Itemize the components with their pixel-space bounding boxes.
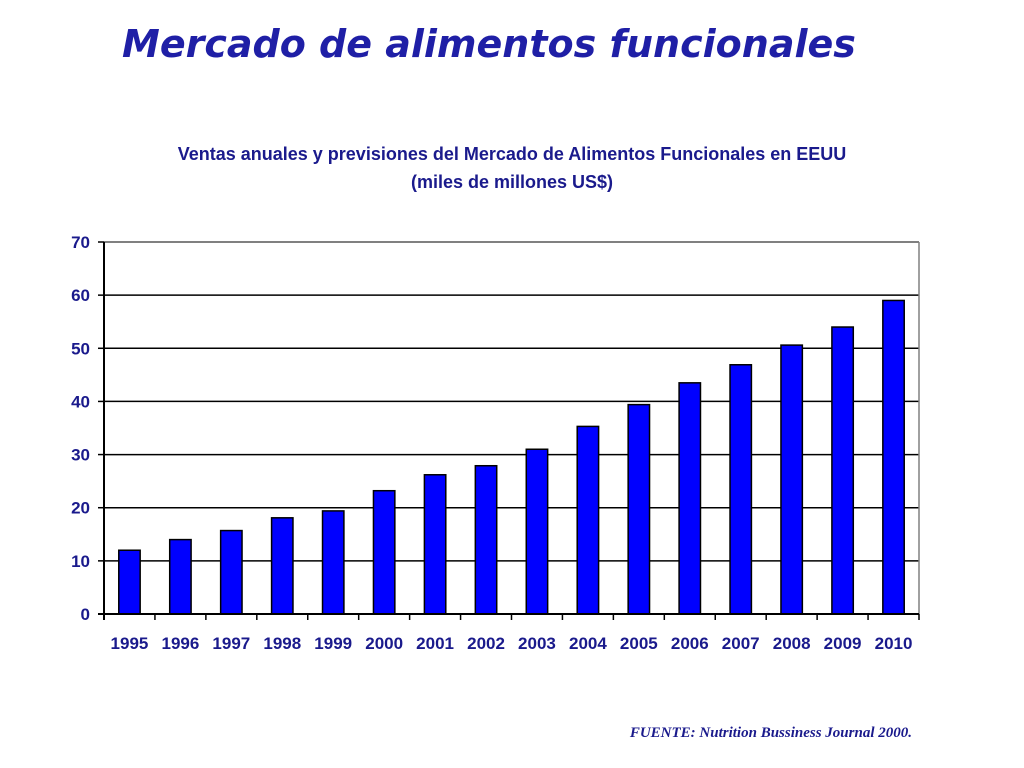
bar-1995 bbox=[118, 549, 141, 615]
y-tick-label: 40 bbox=[71, 392, 90, 411]
bar-2005 bbox=[627, 403, 651, 615]
bar-1999 bbox=[321, 510, 345, 615]
bar-2001 bbox=[423, 474, 447, 615]
x-tick-label: 2003 bbox=[518, 634, 556, 653]
x-tick-label: 2000 bbox=[365, 634, 403, 653]
y-tick-label: 10 bbox=[71, 552, 90, 571]
x-tick-label: 2005 bbox=[620, 634, 658, 653]
x-tick-label: 1995 bbox=[111, 634, 149, 653]
chart-title: Ventas anuales y previsiones del Mercado… bbox=[177, 144, 847, 164]
bar-1998 bbox=[270, 517, 294, 615]
bar-2003 bbox=[525, 448, 549, 615]
x-tick-label: 1996 bbox=[161, 634, 199, 653]
bar-2007 bbox=[729, 364, 753, 615]
x-tick-label: 2009 bbox=[824, 634, 862, 653]
bars bbox=[118, 299, 905, 615]
bar-2008 bbox=[780, 344, 804, 615]
x-tick-label: 2007 bbox=[722, 634, 760, 653]
x-tick-label: 2006 bbox=[671, 634, 709, 653]
x-tick-label: 2004 bbox=[569, 634, 607, 653]
bar-1997 bbox=[219, 529, 243, 615]
page-title: Mercado de alimentos funcionales bbox=[122, 22, 856, 66]
x-tick-label: 2008 bbox=[773, 634, 811, 653]
bar-2004 bbox=[576, 425, 600, 615]
x-tick-label: 1998 bbox=[263, 634, 301, 653]
tick-labels: 0 10 20 30 40 50 60 70 1995 1996 1997 1998 1999 2000 2… bbox=[71, 233, 912, 653]
bar-2009 bbox=[831, 326, 855, 615]
y-tick-label: 60 bbox=[71, 286, 90, 305]
bar-2002 bbox=[474, 464, 498, 615]
y-tick-label: 20 bbox=[71, 499, 90, 518]
x-tick-label: 1997 bbox=[212, 634, 250, 653]
bar-1996 bbox=[168, 538, 192, 615]
chart-subtitle: (miles de millones US$) bbox=[410, 172, 614, 192]
source-note: FUENTE: Nutrition Bussiness Journal 2000… bbox=[629, 725, 912, 741]
axes bbox=[98, 241, 920, 620]
x-tick-label: 2010 bbox=[875, 634, 913, 653]
bar-2006 bbox=[678, 382, 702, 615]
x-tick-label: 2002 bbox=[467, 634, 505, 653]
x-tick-label: 1999 bbox=[314, 634, 352, 653]
bar-2000 bbox=[372, 489, 396, 615]
y-tick-label: 70 bbox=[71, 233, 90, 252]
y-tick-label: 30 bbox=[71, 446, 90, 465]
x-tick-label: 2001 bbox=[416, 634, 454, 653]
y-tick-label: 50 bbox=[71, 339, 90, 358]
bar-2010 bbox=[882, 299, 905, 615]
y-tick-label: 0 bbox=[81, 605, 90, 624]
